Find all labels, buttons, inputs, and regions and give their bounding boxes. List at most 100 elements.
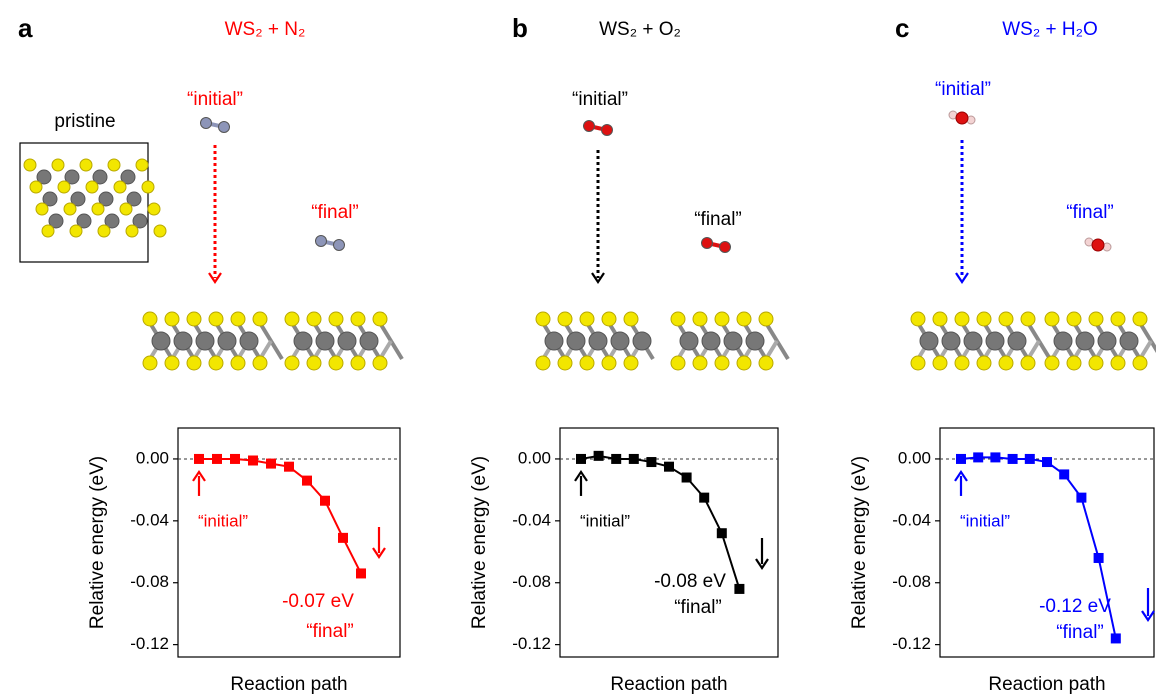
s-atom — [63, 202, 77, 216]
atom — [333, 239, 345, 251]
w-atom — [151, 331, 171, 351]
atom — [583, 120, 595, 132]
w-atom — [48, 213, 64, 229]
atom — [601, 124, 613, 136]
s-atom — [535, 311, 551, 327]
s-atom — [932, 311, 948, 327]
data-point — [1076, 492, 1087, 503]
w-atom — [985, 331, 1005, 351]
s-atom — [328, 355, 344, 371]
y-tick-label: -0.04 — [130, 510, 169, 529]
w-atom — [1053, 331, 1073, 351]
w-atom — [1007, 331, 1027, 351]
s-atom — [910, 355, 926, 371]
y-tick-label: -0.08 — [512, 572, 551, 591]
data-point — [628, 453, 639, 464]
bond — [269, 339, 284, 361]
w-atom — [632, 331, 652, 351]
pristine-label: pristine — [54, 111, 115, 132]
s-atom — [976, 355, 992, 371]
s-atom — [714, 355, 730, 371]
ws2-slab — [284, 311, 404, 371]
data-point — [646, 457, 657, 468]
s-atom — [1088, 355, 1104, 371]
final-label: “final” — [694, 209, 742, 230]
s-atom — [186, 355, 202, 371]
ws2-slab — [1044, 311, 1156, 371]
data-point — [320, 495, 330, 506]
s-atom — [998, 311, 1014, 327]
s-atom — [306, 311, 322, 327]
data-point — [734, 583, 745, 594]
s-atom — [910, 311, 926, 327]
final-label: “final” — [311, 202, 359, 223]
y-axis-label: Relative energy (eV) — [469, 456, 490, 629]
s-atom — [372, 355, 388, 371]
x-axis-label: Reaction path — [988, 674, 1105, 695]
y-tick-label: 0.00 — [518, 448, 551, 467]
s-atom — [736, 355, 752, 371]
s-atom — [1044, 311, 1060, 327]
y-tick-label: -0.12 — [512, 634, 551, 653]
s-atom — [125, 224, 139, 238]
s-atom — [692, 355, 708, 371]
initial-label: “initial” — [935, 79, 991, 100]
s-atom — [1110, 311, 1126, 327]
o-atom — [1091, 238, 1105, 252]
s-atom — [97, 224, 111, 238]
s-atom — [79, 158, 93, 172]
s-atom — [91, 202, 105, 216]
s-atom — [284, 355, 300, 371]
data-point — [230, 453, 240, 464]
w-atom — [544, 331, 564, 351]
w-atom — [98, 191, 114, 207]
w-atom — [173, 331, 193, 351]
s-atom — [41, 224, 55, 238]
w-atom — [1119, 331, 1139, 351]
data-point — [1024, 453, 1035, 464]
data-point — [356, 568, 366, 579]
s-atom — [141, 180, 155, 194]
s-atom — [954, 311, 970, 327]
data-point — [716, 528, 727, 539]
panel-letter: b — [512, 13, 528, 43]
arrow-head — [574, 469, 588, 482]
s-atom — [252, 311, 268, 327]
w-atom — [104, 213, 120, 229]
plot-frame — [559, 427, 779, 658]
bond — [1037, 339, 1052, 361]
s-atom — [230, 355, 246, 371]
atom — [719, 241, 731, 253]
w-atom — [120, 169, 136, 185]
s-atom — [1066, 355, 1082, 371]
s-atom — [69, 224, 83, 238]
annotation-final: “final” — [1056, 622, 1104, 643]
w-atom — [919, 331, 939, 351]
s-atom — [306, 355, 322, 371]
s-atom — [142, 355, 158, 371]
arrow-head — [591, 272, 605, 284]
s-atom — [1132, 355, 1148, 371]
bond — [775, 339, 790, 361]
y-axis-label: Relative energy (eV) — [87, 456, 108, 629]
data-point — [1007, 453, 1018, 464]
s-atom — [1088, 311, 1104, 327]
panel-letter: a — [18, 13, 33, 43]
annotation-energy: -0.12 eV — [1039, 596, 1111, 617]
y-tick-label: 0.00 — [898, 448, 931, 467]
annotation-initial: “initial” — [960, 511, 1010, 530]
s-atom — [230, 311, 246, 327]
annotation-energy: -0.07 eV — [282, 591, 354, 612]
y-tick-label: -0.12 — [130, 634, 169, 653]
atom — [218, 121, 230, 133]
s-atom — [601, 355, 617, 371]
arrow-head — [1141, 610, 1155, 622]
data-point — [699, 492, 710, 503]
s-atom — [670, 311, 686, 327]
s-atom — [328, 311, 344, 327]
arrow-head — [372, 547, 386, 559]
w-atom — [337, 331, 357, 351]
w-atom — [293, 331, 313, 351]
s-atom — [29, 180, 43, 194]
initial-label: “initial” — [572, 89, 628, 110]
